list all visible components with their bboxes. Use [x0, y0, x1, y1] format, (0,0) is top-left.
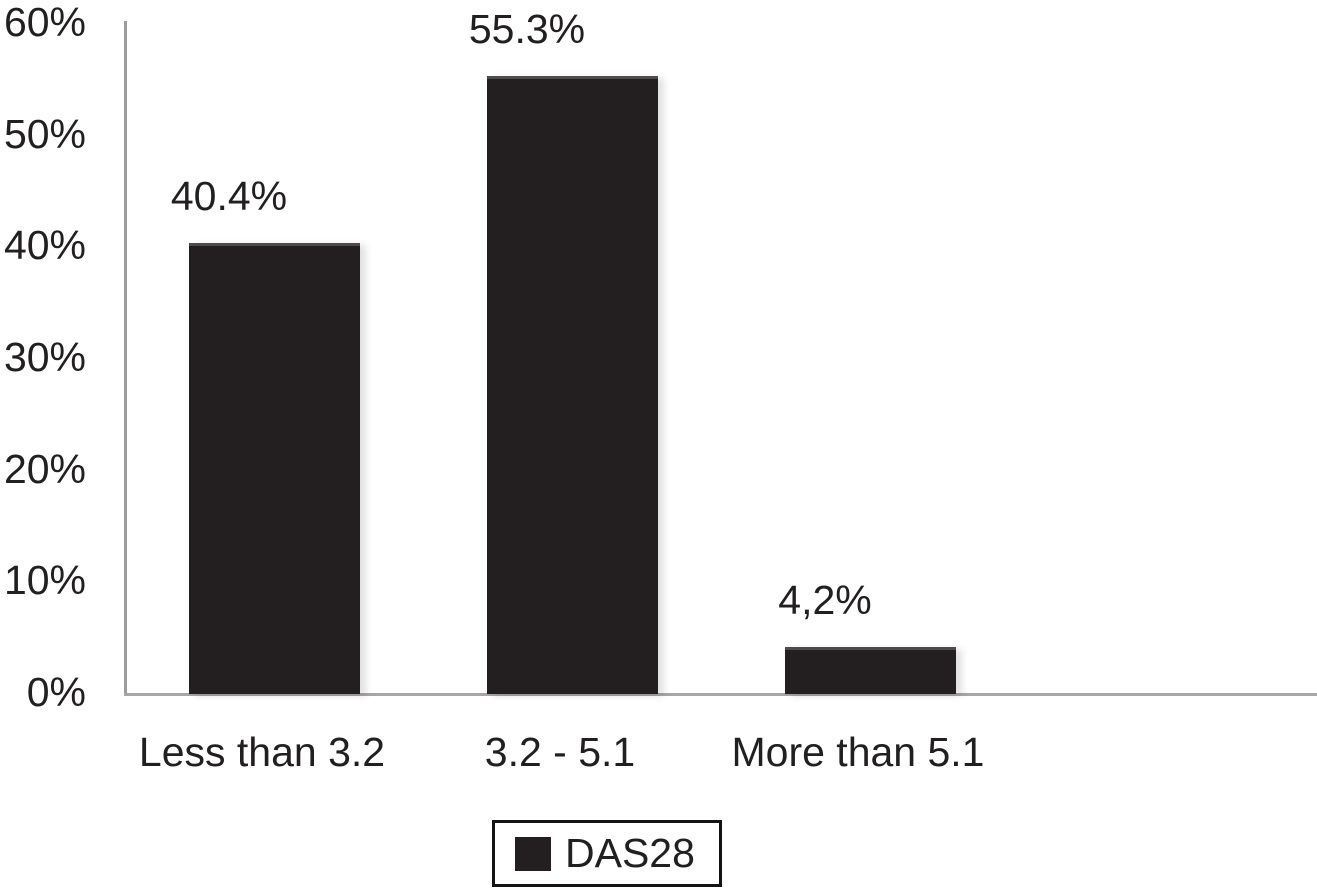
legend: DAS28 — [492, 820, 722, 887]
bar-data-label: 4,2% — [778, 577, 872, 624]
bar-1 — [188, 242, 360, 694]
x-axis-category-label: 3.2 - 5.1 — [484, 729, 636, 775]
x-axis-category-label: More than 5.1 — [731, 729, 985, 775]
legend-series-swatch-icon — [515, 836, 551, 871]
x-axis-category-label: Less than 3.2 — [138, 729, 386, 775]
legend-series-label: DAS28 — [565, 830, 695, 876]
y-axis-tick-label: 0% — [26, 669, 86, 715]
x-axis-line — [124, 693, 1317, 696]
bar-3 — [784, 647, 956, 694]
bar-data-label: 40.4% — [170, 172, 288, 219]
y-axis-tick-label: 60% — [3, 0, 86, 45]
bar-2 — [486, 76, 658, 694]
y-axis-tick-label: 10% — [3, 557, 86, 604]
y-axis-line — [124, 21, 127, 695]
y-axis-tick-label: 30% — [3, 334, 86, 380]
y-axis-tick-label: 40% — [3, 222, 86, 269]
bar-data-label: 55.3% — [468, 6, 586, 53]
y-axis-tick-label: 20% — [3, 445, 86, 492]
y-axis-tick-label: 50% — [3, 110, 86, 157]
